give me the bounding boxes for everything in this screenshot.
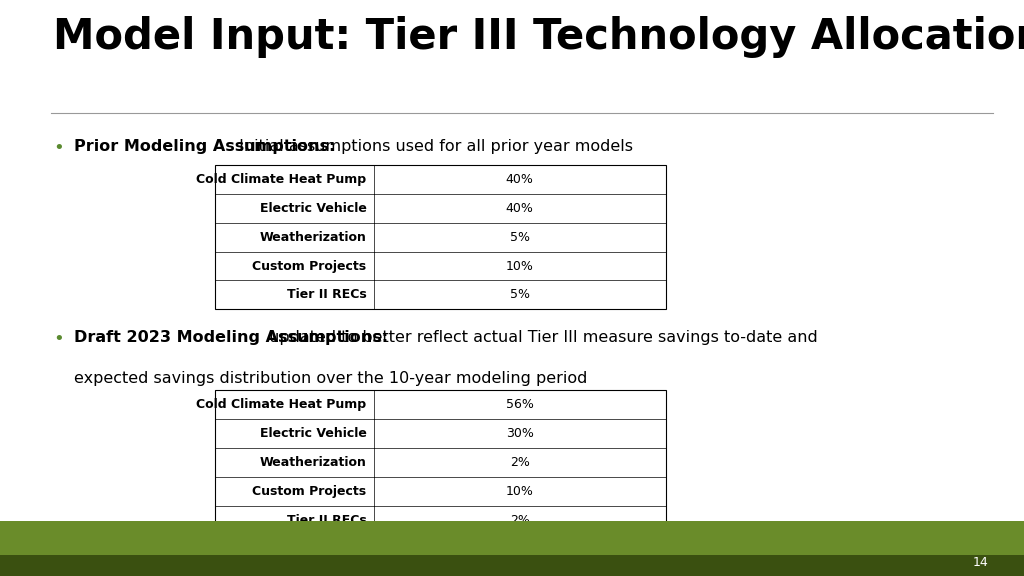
Text: Weatherization: Weatherization (260, 456, 367, 469)
Text: Prior Modeling Assumptions:: Prior Modeling Assumptions: (74, 139, 335, 154)
Text: Cold Climate Heat Pump: Cold Climate Heat Pump (197, 399, 367, 411)
Text: Custom Projects: Custom Projects (253, 485, 367, 498)
Text: Weatherization: Weatherization (260, 230, 367, 244)
Text: 10%: 10% (506, 260, 534, 272)
Text: Initial assumptions used for all prior year models: Initial assumptions used for all prior y… (234, 139, 633, 154)
Text: Model Input: Tier III Technology Allocations: Model Input: Tier III Technology Allocat… (53, 16, 1024, 58)
Text: 30%: 30% (506, 427, 534, 440)
Text: 56%: 56% (506, 399, 534, 411)
Text: Tier II RECs: Tier II RECs (287, 289, 367, 301)
Text: 5%: 5% (510, 230, 529, 244)
Text: •: • (53, 139, 63, 157)
Text: Cold Climate Heat Pump: Cold Climate Heat Pump (197, 173, 367, 186)
Text: expected savings distribution over the 10-year modeling period: expected savings distribution over the 1… (74, 371, 587, 386)
Text: •: • (53, 330, 63, 348)
Text: 40%: 40% (506, 202, 534, 215)
Text: 2%: 2% (510, 456, 529, 469)
Text: Electric Vehicle: Electric Vehicle (260, 427, 367, 440)
Text: updated to better reflect actual Tier III measure savings to-date and: updated to better reflect actual Tier II… (264, 330, 817, 345)
Bar (215, 165, 666, 309)
Bar (0, 521, 1024, 555)
Text: 5%: 5% (510, 289, 529, 301)
Bar (0, 555, 1024, 576)
Text: 10%: 10% (506, 485, 534, 498)
Text: Custom Projects: Custom Projects (253, 260, 367, 272)
Text: Draft 2023 Modeling Assumptions:: Draft 2023 Modeling Assumptions: (74, 330, 388, 345)
Text: 2%: 2% (510, 514, 529, 526)
Text: 40%: 40% (506, 173, 534, 186)
Bar (215, 391, 666, 535)
Text: Tier II RECs: Tier II RECs (287, 514, 367, 526)
Text: Electric Vehicle: Electric Vehicle (260, 202, 367, 215)
Text: 14: 14 (973, 556, 988, 569)
